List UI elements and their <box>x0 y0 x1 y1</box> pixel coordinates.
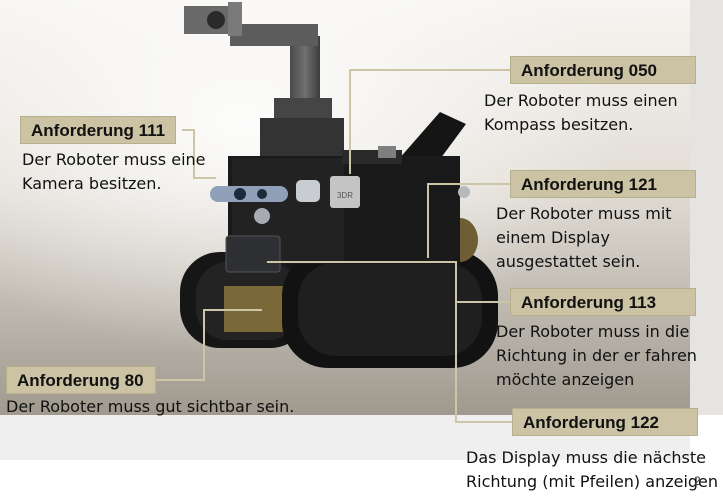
requirement-113-label: Anforderung 113 <box>510 288 696 316</box>
compass-module: 3DR <box>330 176 360 208</box>
requirement-121-line-2: einem Display <box>496 228 610 247</box>
leader-line-050 <box>349 69 512 174</box>
requirement-050-line-1: Der Roboter muss einen <box>484 91 678 110</box>
leader-line-80 <box>154 309 262 381</box>
display-dot <box>261 259 267 265</box>
antenna-fin <box>398 112 466 170</box>
leader-lines <box>154 69 514 423</box>
leader-line-113 <box>264 261 512 303</box>
requirement-80-line-1: Der Roboter muss gut sichtbar sein. <box>6 397 295 416</box>
requirement-122-text: Das Display muss die nächste Richtung (m… <box>466 446 718 494</box>
right-knob <box>458 186 470 198</box>
requirement-111-line-1: Der Roboter muss eine <box>22 150 206 169</box>
page-number: 2 <box>694 474 701 488</box>
side-button <box>296 180 320 202</box>
requirement-80-text: Der Roboter muss gut sichtbar sein. <box>6 395 294 419</box>
front-camera <box>210 186 288 202</box>
requirement-050-text: Der Roboter muss einen Kompass besitzen. <box>484 89 678 137</box>
requirement-121-line-3: ausgestattet sein. <box>496 252 641 271</box>
requirement-122-line-1: Das Display muss die nächste <box>466 448 706 467</box>
requirement-122-line-2: Richtung (mit Pfeilen) anzeigen <box>466 472 719 491</box>
requirement-121-label: Anforderung 121 <box>510 170 696 198</box>
leader-line-121 <box>427 183 512 258</box>
module-label: 3DR <box>337 191 353 200</box>
requirement-80-label: Anforderung 80 <box>6 366 156 394</box>
requirement-050-line-2: Kompass besitzen. <box>484 115 634 134</box>
leader-line-122 <box>455 302 514 423</box>
requirement-113-line-2: Richtung in der er fahren <box>496 346 697 365</box>
requirement-111-text: Der Roboter muss eine Kamera besitzen. <box>22 148 206 196</box>
requirement-113-line-3: möchte anzeigen <box>496 370 635 389</box>
right-track <box>282 250 498 368</box>
requirement-113-line-1: Der Roboter muss in die <box>496 322 690 341</box>
requirement-121-line-1: Der Roboter muss mit <box>496 204 672 223</box>
top-bolt <box>378 146 396 158</box>
requirement-111-label: Anforderung 111 <box>20 116 177 144</box>
requirement-113-text: Der Roboter muss in die Richtung in der … <box>496 320 697 392</box>
robot-display <box>225 235 281 273</box>
requirement-111-line-2: Kamera besitzen. <box>22 174 162 193</box>
requirement-122-label: Anforderung 122 <box>512 408 698 436</box>
camera-arm <box>184 2 344 158</box>
requirement-050-label: Anforderung 050 <box>510 56 696 84</box>
front-bolt <box>254 208 270 224</box>
leader-line-111 <box>182 129 216 179</box>
requirement-121-text: Der Roboter muss mit einem Display ausge… <box>496 202 672 274</box>
